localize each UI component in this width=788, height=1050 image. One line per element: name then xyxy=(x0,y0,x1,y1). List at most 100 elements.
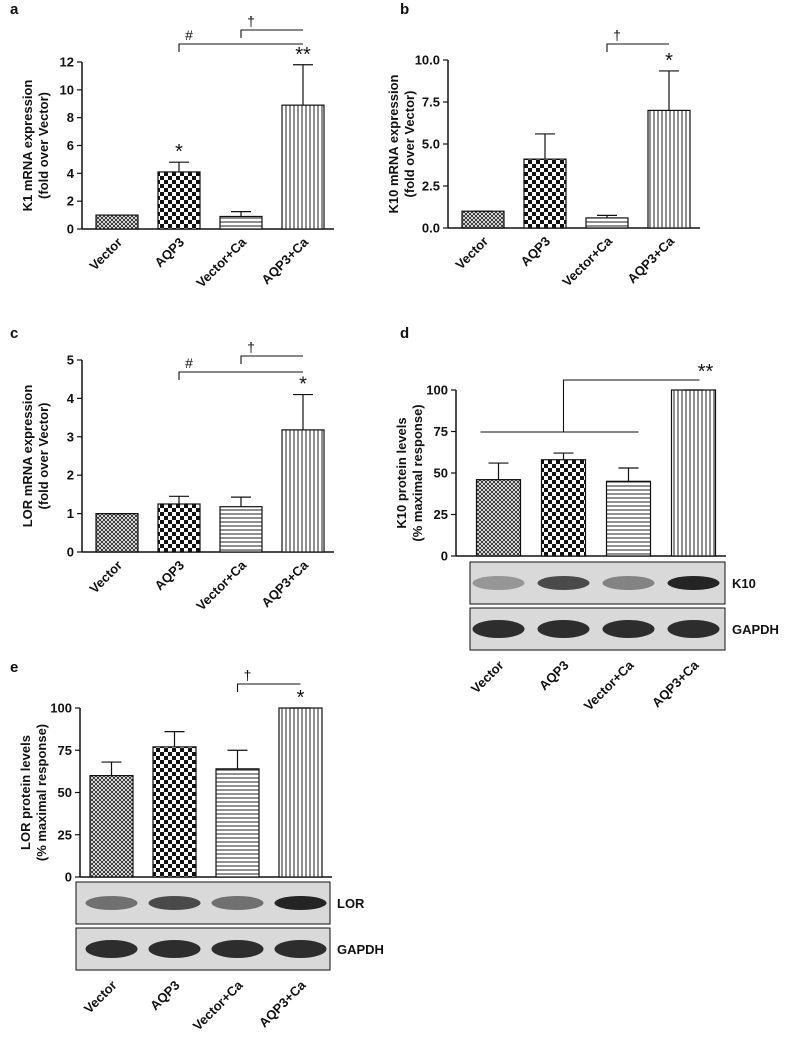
y-tick-label: 100 xyxy=(426,383,448,398)
blot-band xyxy=(85,896,138,910)
y-axis-label: K10 protein levels xyxy=(394,417,409,528)
y-tick-label: 12 xyxy=(60,55,74,70)
x-tick-label: Vector+Ca xyxy=(559,233,615,289)
blot-band xyxy=(602,576,655,590)
blot-band xyxy=(211,896,264,910)
y-tick-label: 7.5 xyxy=(422,95,440,110)
bracket-label: # xyxy=(185,27,193,43)
significance-label: * xyxy=(175,141,183,163)
bar xyxy=(278,707,323,878)
y-tick-label: 3 xyxy=(67,429,74,444)
bar xyxy=(152,746,197,878)
x-tick-label: AQP3 xyxy=(536,658,572,694)
significance-label: * xyxy=(299,374,307,396)
y-tick-label: 6 xyxy=(67,138,74,153)
error-bar xyxy=(169,161,189,172)
bracket xyxy=(606,43,669,52)
y-axis-label: LOR mRNA expression xyxy=(20,385,35,528)
bar xyxy=(157,171,201,230)
bracket xyxy=(178,43,303,52)
x-tick-label: Vector+Ca xyxy=(581,657,637,713)
panel-label: c xyxy=(10,325,18,342)
bracket xyxy=(236,683,301,692)
bar xyxy=(219,215,263,230)
error-bar xyxy=(231,496,251,507)
x-tick-label: Vector+Ca xyxy=(193,557,249,613)
error-bar xyxy=(553,452,574,460)
bar xyxy=(461,210,505,229)
error-bar xyxy=(293,393,313,430)
blot-label: GAPDH xyxy=(337,942,384,957)
panel-label: e xyxy=(10,659,18,676)
y-axis-label: K1 mRNA expression xyxy=(20,80,35,212)
bar xyxy=(281,429,325,553)
blot-band xyxy=(667,620,720,638)
error-bar xyxy=(227,749,248,769)
x-tick-label: AQP3+Ca xyxy=(624,233,677,286)
significance-label: * xyxy=(665,50,673,72)
error-bar xyxy=(659,70,679,111)
blot-band xyxy=(472,620,525,638)
error-bar xyxy=(231,211,251,217)
y-tick-label: 2.5 xyxy=(422,179,440,194)
bracket-label: † xyxy=(247,339,255,355)
bracket-label: ** xyxy=(698,361,714,383)
bar xyxy=(95,214,139,230)
bar xyxy=(585,217,629,229)
y-axis-label: (fold over Vector) xyxy=(36,92,51,199)
y-tick-label: 4 xyxy=(67,391,75,406)
y-tick-label: 100 xyxy=(50,701,72,716)
x-tick-label: AQP3+Ca xyxy=(256,977,309,1030)
significance-label: ** xyxy=(295,44,311,66)
x-tick-label: AQP3 xyxy=(151,558,187,594)
blot-band xyxy=(602,620,655,638)
panel-label: a xyxy=(10,1,19,18)
error-bar xyxy=(293,64,313,106)
y-axis-label: (% maximal response) xyxy=(34,724,49,861)
y-tick-label: 10.0 xyxy=(415,53,440,68)
bar xyxy=(540,459,587,557)
bar xyxy=(605,480,652,557)
y-tick-label: 0 xyxy=(441,549,448,564)
bar xyxy=(670,389,717,557)
bar xyxy=(219,506,263,553)
x-tick-label: Vector xyxy=(468,658,507,697)
blot-band xyxy=(85,940,138,958)
bar xyxy=(475,479,522,557)
x-tick-label: Vector+Ca xyxy=(193,234,249,290)
y-tick-label: 25 xyxy=(58,827,72,842)
y-axis-label: (% maximal response) xyxy=(410,404,425,541)
bracket-label: † xyxy=(244,667,252,683)
bracket xyxy=(480,379,700,433)
bar xyxy=(89,774,134,878)
bracket-label: † xyxy=(247,13,255,29)
y-tick-label: 75 xyxy=(434,424,448,439)
bar xyxy=(157,503,201,553)
bar xyxy=(95,512,139,553)
x-tick-label: Vector xyxy=(86,235,125,274)
y-axis-label: K10 mRNA expression xyxy=(386,74,401,213)
y-tick-label: 10 xyxy=(60,82,74,97)
y-tick-label: 50 xyxy=(434,466,448,481)
y-tick-label: 8 xyxy=(67,110,74,125)
error-bar xyxy=(164,731,185,747)
blot-band xyxy=(472,576,525,590)
bracket xyxy=(240,29,303,38)
y-tick-label: 1 xyxy=(67,506,74,521)
x-tick-label: Vector+Ca xyxy=(190,977,246,1033)
y-tick-label: 25 xyxy=(434,507,448,522)
bar xyxy=(281,104,325,230)
blot-band xyxy=(274,940,327,958)
y-axis-label: (fold over Vector) xyxy=(402,91,417,198)
x-tick-label: Vector xyxy=(86,558,125,597)
bracket xyxy=(178,371,303,380)
y-tick-label: 0 xyxy=(67,545,74,560)
y-axis-label: (fold over Vector) xyxy=(36,403,51,510)
y-axis-label: LOR protein levels xyxy=(18,735,33,850)
x-tick-label: AQP3 xyxy=(147,978,183,1014)
x-tick-label: AQP3 xyxy=(151,235,187,271)
error-bar xyxy=(618,467,639,482)
x-tick-label: AQP3+Ca xyxy=(649,657,702,710)
y-tick-label: 2 xyxy=(67,468,74,483)
error-bar xyxy=(535,133,555,160)
